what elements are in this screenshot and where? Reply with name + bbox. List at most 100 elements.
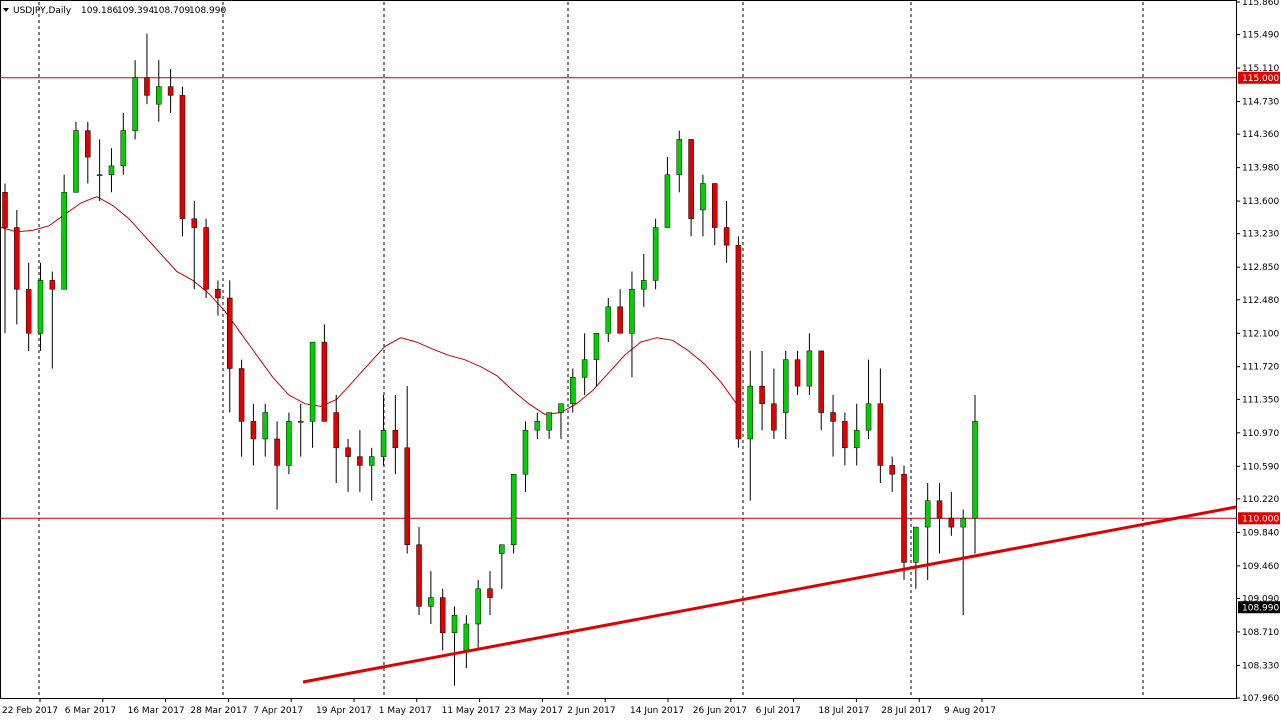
last-price-label: 108.990	[1242, 603, 1279, 613]
close-value: 108.990	[189, 6, 226, 16]
bullish-candle	[676, 139, 683, 175]
level-tag-label: 115.000	[1242, 74, 1279, 84]
y-tick-label: 110.970	[1242, 429, 1279, 439]
bullish-candle	[924, 500, 931, 528]
x-tick-label: 9 Aug 2017	[944, 706, 996, 716]
y-tick-label: 107.960	[1242, 694, 1279, 704]
bullish-candle	[451, 614, 458, 634]
bearish-candle	[735, 244, 742, 440]
bullish-candle	[499, 544, 505, 554]
bullish-candle	[972, 421, 978, 519]
bearish-candle	[416, 544, 422, 607]
y-tick-label: 113.230	[1242, 230, 1279, 240]
bearish-candle	[901, 473, 907, 563]
bullish-candle	[605, 306, 612, 334]
bullish-candle	[132, 77, 138, 131]
x-tick-label: 6 Mar 2017	[65, 706, 116, 716]
bullish-candle	[61, 192, 67, 290]
bearish-candle	[85, 130, 91, 158]
trendline-layer	[302, 505, 1237, 684]
bearish-candle	[25, 288, 32, 334]
bearish-candle	[830, 412, 836, 422]
bullish-candle	[700, 183, 706, 211]
x-tick-label: 16 Mar 2017	[128, 706, 185, 716]
bullish-candle	[853, 429, 860, 449]
bullish-candle	[37, 280, 44, 334]
bullish-candle	[629, 288, 635, 334]
bearish-candle	[49, 280, 56, 290]
bullish-candle	[570, 377, 576, 404]
y-tick-label: 112.480	[1242, 296, 1279, 306]
x-tick-label: 18 Jul 2017	[818, 706, 869, 716]
bearish-candle	[889, 465, 895, 475]
bullish-candle	[534, 421, 541, 431]
bullish-candle	[581, 359, 588, 378]
bullish-candle	[522, 429, 529, 475]
bearish-candle	[617, 306, 623, 334]
bearish-candle	[14, 227, 20, 290]
bearish-candle	[392, 429, 399, 449]
bullish-candle	[309, 341, 316, 422]
grid-layer	[0, 0, 1237, 699]
bearish-candle	[238, 368, 245, 422]
plot-frame	[0, 0, 1237, 699]
y-tick-label: 109.460	[1242, 562, 1279, 572]
moving-average-layer	[0, 196, 737, 415]
bullish-candle	[380, 429, 387, 457]
dropdown-triangle-icon[interactable]	[3, 8, 9, 12]
bullish-candle	[96, 174, 103, 176]
bearish-candle	[345, 447, 351, 457]
bullish-candle	[641, 280, 647, 290]
x-tick-label: 28 Jul 2017	[881, 706, 932, 716]
bearish-candle	[723, 227, 730, 246]
y-tick-label: 110.590	[1242, 462, 1279, 472]
bullish-candle	[546, 412, 552, 431]
bearish-candle	[167, 86, 174, 96]
y-tick-label: 108.330	[1242, 661, 1279, 671]
y-tick-label: 109.840	[1242, 528, 1279, 538]
y-tick-label: 112.100	[1242, 329, 1279, 339]
x-tick-label: 7 Apr 2017	[253, 706, 303, 716]
level-tag	[1238, 512, 1280, 525]
y-tick-label: 110.220	[1242, 495, 1279, 505]
bearish-candle	[274, 438, 280, 466]
x-tick-label: 19 Apr 2017	[316, 706, 372, 716]
bullish-candle	[120, 130, 127, 167]
bullish-candle	[664, 174, 671, 228]
bearish-candle	[794, 359, 801, 387]
time-axis: 22 Feb 2017 6 Mar 2017 16 Mar 2017 28 Mar 2…	[2, 698, 996, 716]
x-tick-label: 1 May 2017	[379, 706, 432, 716]
bullish-candle	[593, 333, 600, 360]
ascending-trendline	[302, 505, 1237, 684]
moving-average-line	[0, 196, 737, 415]
level-lines	[0, 77, 1236, 519]
bearish-candle	[877, 403, 884, 466]
bearish-candle	[333, 412, 339, 449]
bearish-candle	[712, 183, 718, 228]
bearish-candle	[818, 350, 824, 413]
x-tick-label: 2 Jun 2017	[567, 706, 615, 716]
bullish-candle	[428, 597, 434, 607]
bearish-candle	[771, 403, 777, 431]
bullish-candle	[108, 165, 115, 175]
candles-layer	[2, 33, 978, 686]
bullish-candle	[747, 385, 753, 440]
y-tick-label: 114.730	[1242, 98, 1279, 108]
x-tick-label: 23 May 2017	[504, 706, 563, 716]
bearish-candle	[144, 77, 150, 96]
y-tick-label: 113.600	[1242, 197, 1279, 207]
bullish-candle	[960, 518, 966, 528]
y-tick-label: 113.980	[1242, 164, 1279, 174]
y-tick-label: 108.710	[1242, 628, 1279, 638]
open-value: 109.186	[81, 6, 118, 16]
bullish-candle	[865, 403, 872, 431]
bearish-candle	[215, 288, 221, 299]
price-axis: 115.860 115.490 115.110 114.730 114.360 113.9…	[1236, 0, 1280, 704]
bearish-candle	[227, 297, 233, 369]
bearish-candle	[688, 139, 694, 219]
level-tag	[1238, 71, 1280, 84]
bearish-candle	[250, 421, 257, 440]
bearish-candle	[842, 421, 848, 449]
